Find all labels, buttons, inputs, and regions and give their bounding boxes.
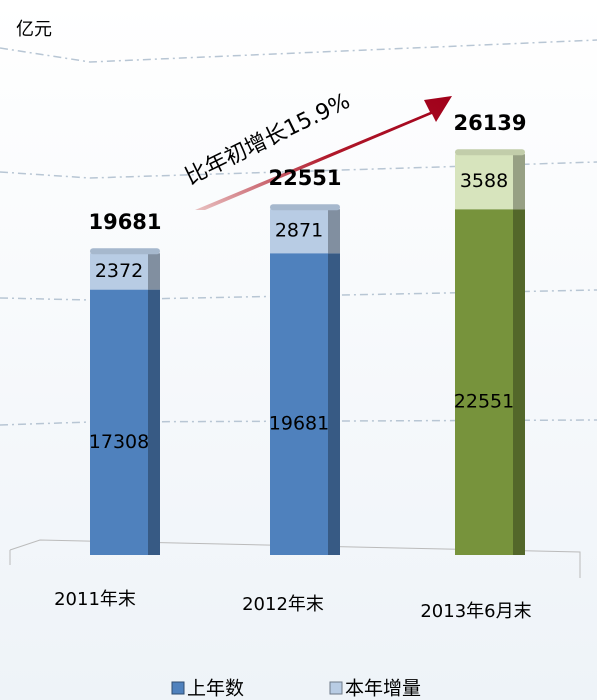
- legend-label: 上年数: [187, 678, 244, 700]
- bar-side: [328, 253, 340, 555]
- value-label: 17308: [89, 431, 149, 453]
- bar-top: [270, 204, 340, 211]
- bar-side: [148, 253, 160, 290]
- value-label: 2372: [95, 260, 143, 282]
- x-tick-label: 2012年末: [242, 594, 324, 615]
- bar-side: [513, 209, 525, 555]
- bar: [455, 209, 513, 555]
- x-tick-label: 2011年末: [54, 589, 136, 610]
- bar-side: [328, 209, 340, 254]
- total-label: 22551: [268, 166, 341, 190]
- value-label: 19681: [269, 413, 329, 435]
- value-label: 22551: [454, 391, 514, 413]
- bar: [455, 154, 513, 210]
- bar-top: [90, 248, 160, 255]
- decor-line: [0, 39, 597, 63]
- value-label: 2871: [275, 220, 323, 242]
- total-label: 19681: [88, 210, 161, 234]
- legend-swatch: [171, 681, 185, 695]
- bar: [90, 289, 148, 555]
- bar: [270, 209, 328, 254]
- bar-side: [513, 154, 525, 210]
- unit-label: 亿元: [16, 19, 52, 40]
- value-label: 3588: [460, 170, 508, 192]
- legend-swatch: [329, 681, 343, 695]
- legend-label: 本年增量: [345, 678, 421, 700]
- bar: [270, 253, 328, 555]
- total-label: 26139: [453, 111, 526, 135]
- bar: [90, 253, 148, 290]
- bar-top: [455, 149, 525, 156]
- decor-line: [0, 161, 597, 179]
- bar-side: [148, 289, 160, 555]
- x-tick-label: 2013年6月末: [420, 601, 531, 622]
